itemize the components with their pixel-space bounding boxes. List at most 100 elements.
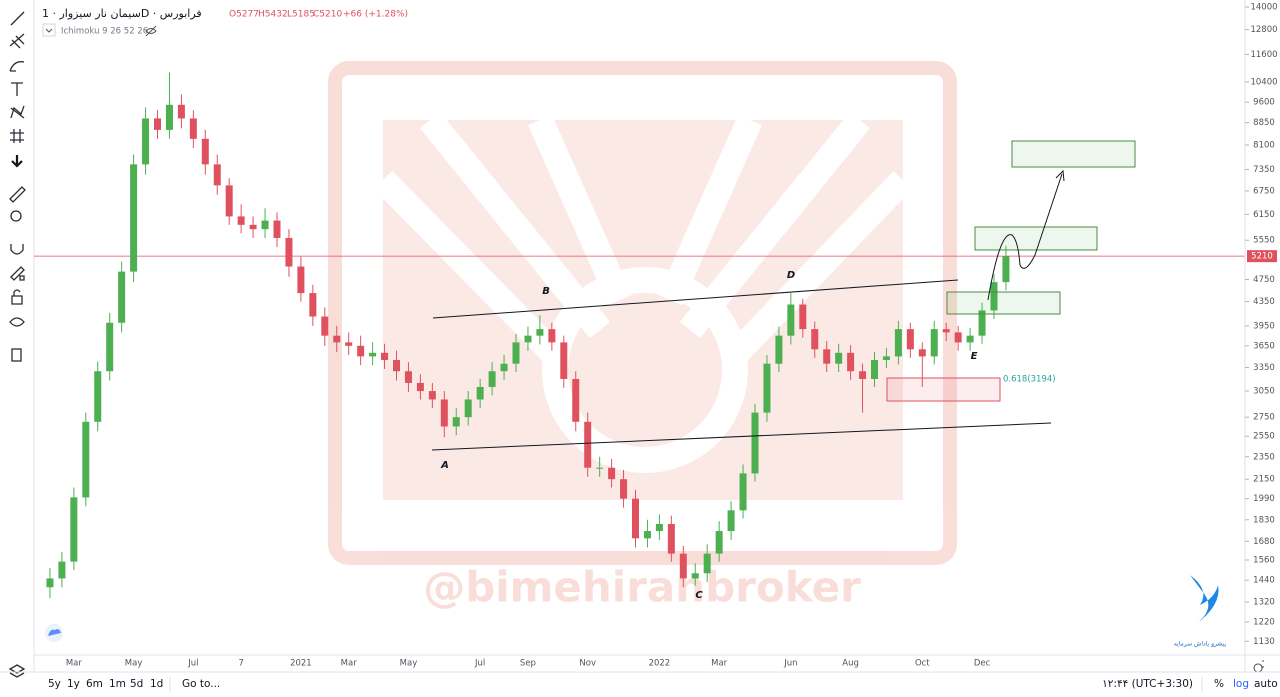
goto-button[interactable]: Go to... [182, 678, 220, 690]
candle-body [58, 561, 66, 579]
y-tick-label: 3650 [1253, 341, 1275, 351]
candle-body [763, 363, 771, 413]
candle-body [357, 345, 365, 357]
prediction-tool[interactable] [10, 129, 24, 143]
y-tick-label: 9600 [1253, 98, 1275, 108]
trash-tool[interactable] [11, 348, 22, 362]
range-button[interactable]: 1y [67, 678, 80, 690]
candle-body [249, 224, 257, 230]
bottom-bar: 5y 1y 6m 1m 5d 1d Go to... ۱۲:۴۴ (UTC+3:… [0, 671, 1280, 692]
candle-body [165, 104, 173, 130]
symbol-title: سیمان نار سیزوار · 1D · فرابورس [42, 7, 202, 20]
projection-arrow [987, 173, 1063, 301]
range-button[interactable]: 6m [86, 678, 103, 690]
y-tick-label: 1680 [1253, 537, 1275, 547]
arrow-tool[interactable] [11, 155, 23, 168]
pattern-tool[interactable] [10, 105, 25, 119]
candle-body [118, 271, 126, 323]
candle-body [954, 332, 962, 343]
candle-body [94, 371, 102, 422]
wave-label: D [787, 270, 795, 281]
range-button[interactable]: 5y [48, 678, 61, 690]
candle-body [333, 335, 341, 343]
zoom-tool[interactable] [10, 210, 22, 222]
unlock-tool[interactable] [11, 289, 23, 305]
visibility-tool[interactable] [9, 317, 25, 327]
candle-body [488, 371, 496, 387]
candle-body [154, 118, 161, 130]
x-tick-label: Mar [66, 659, 83, 669]
candle-body [942, 329, 950, 333]
y-tick-label: 3050 [1253, 387, 1275, 397]
y-tick-label: 4350 [1253, 297, 1275, 307]
candle-body [775, 335, 783, 364]
x-tick-label: 2022 [649, 659, 671, 669]
auto-toggle[interactable]: auto [1254, 678, 1278, 690]
x-tick-label: 2021 [290, 659, 312, 669]
layers-tool[interactable] [8, 664, 26, 678]
candle-body [237, 216, 245, 225]
wave-label: E [971, 351, 978, 362]
range-button[interactable]: 5d [130, 678, 143, 690]
range-button[interactable]: 1m [109, 678, 126, 690]
candle-body [859, 371, 867, 379]
candle-body [608, 467, 616, 480]
candle-body [464, 399, 472, 418]
fib-tool[interactable] [9, 33, 25, 49]
text-tool[interactable] [11, 82, 23, 96]
candle-body [381, 352, 389, 361]
y-tick-label: 7350 [1253, 165, 1275, 175]
y-tick-label: 1990 [1253, 494, 1275, 504]
candle-body [871, 360, 878, 379]
percent-toggle[interactable]: % [1214, 678, 1224, 690]
candle-body [966, 335, 974, 343]
x-tick-label: May [400, 659, 418, 669]
y-tick-label: 4750 [1253, 275, 1275, 285]
ohlc-close: C5210 [313, 10, 342, 20]
measure-tool[interactable] [9, 186, 26, 203]
target-box [974, 226, 1098, 251]
fib-label: 0.618(3194) [1003, 375, 1056, 385]
candle-body [512, 342, 520, 364]
y-tick-label: 12800 [1250, 25, 1277, 35]
log-toggle[interactable]: log [1233, 678, 1249, 690]
candle-body [739, 473, 747, 511]
lock-draw-tool[interactable] [10, 266, 25, 281]
candle-body [990, 282, 998, 311]
candle-body [703, 553, 711, 574]
price-axis-labels: 14000 12800 11600 10400 9600 8850 8100 7350 6750… [1245, 3, 1278, 647]
support-box [886, 377, 1001, 402]
collapse-button[interactable] [42, 23, 56, 37]
candle-body [727, 510, 735, 532]
candle-body [560, 342, 568, 379]
y-tick-label: 1440 [1253, 576, 1275, 586]
y-tick-label: 1130 [1253, 637, 1275, 647]
y-tick-label: 2550 [1253, 432, 1275, 442]
candle-body [655, 523, 663, 532]
x-tick-label: Mar [341, 659, 358, 669]
x-tick-label: Mar [711, 659, 728, 669]
y-tick-label: 1560 [1253, 556, 1275, 566]
range-button[interactable]: 1d [150, 678, 163, 690]
last-price-label: 5210 [1251, 252, 1273, 262]
x-tick-label: 7 [238, 659, 243, 669]
broker-logo: پیشرو یاداش سرمایه [1174, 575, 1226, 648]
brush-tool[interactable] [9, 61, 25, 72]
magnet-tool[interactable] [10, 244, 24, 255]
candle-body [321, 316, 329, 336]
candle-body [572, 378, 580, 422]
hide-indicator[interactable] [145, 25, 157, 37]
candle-body [201, 138, 209, 165]
candle-body [882, 356, 890, 361]
candle-body [440, 399, 448, 427]
candle-body [584, 421, 592, 468]
candle-body [906, 329, 914, 350]
watermark-text: @bimehiranbroker [423, 563, 861, 612]
drawings: A B C D E 0.618(3194) [45, 140, 1136, 642]
candle-body [548, 329, 556, 343]
candle-body [524, 335, 532, 343]
trend-line-tool[interactable] [10, 11, 25, 26]
candle-body [142, 118, 150, 165]
y-tick-label: 8850 [1253, 118, 1275, 128]
candle-body [82, 421, 90, 498]
